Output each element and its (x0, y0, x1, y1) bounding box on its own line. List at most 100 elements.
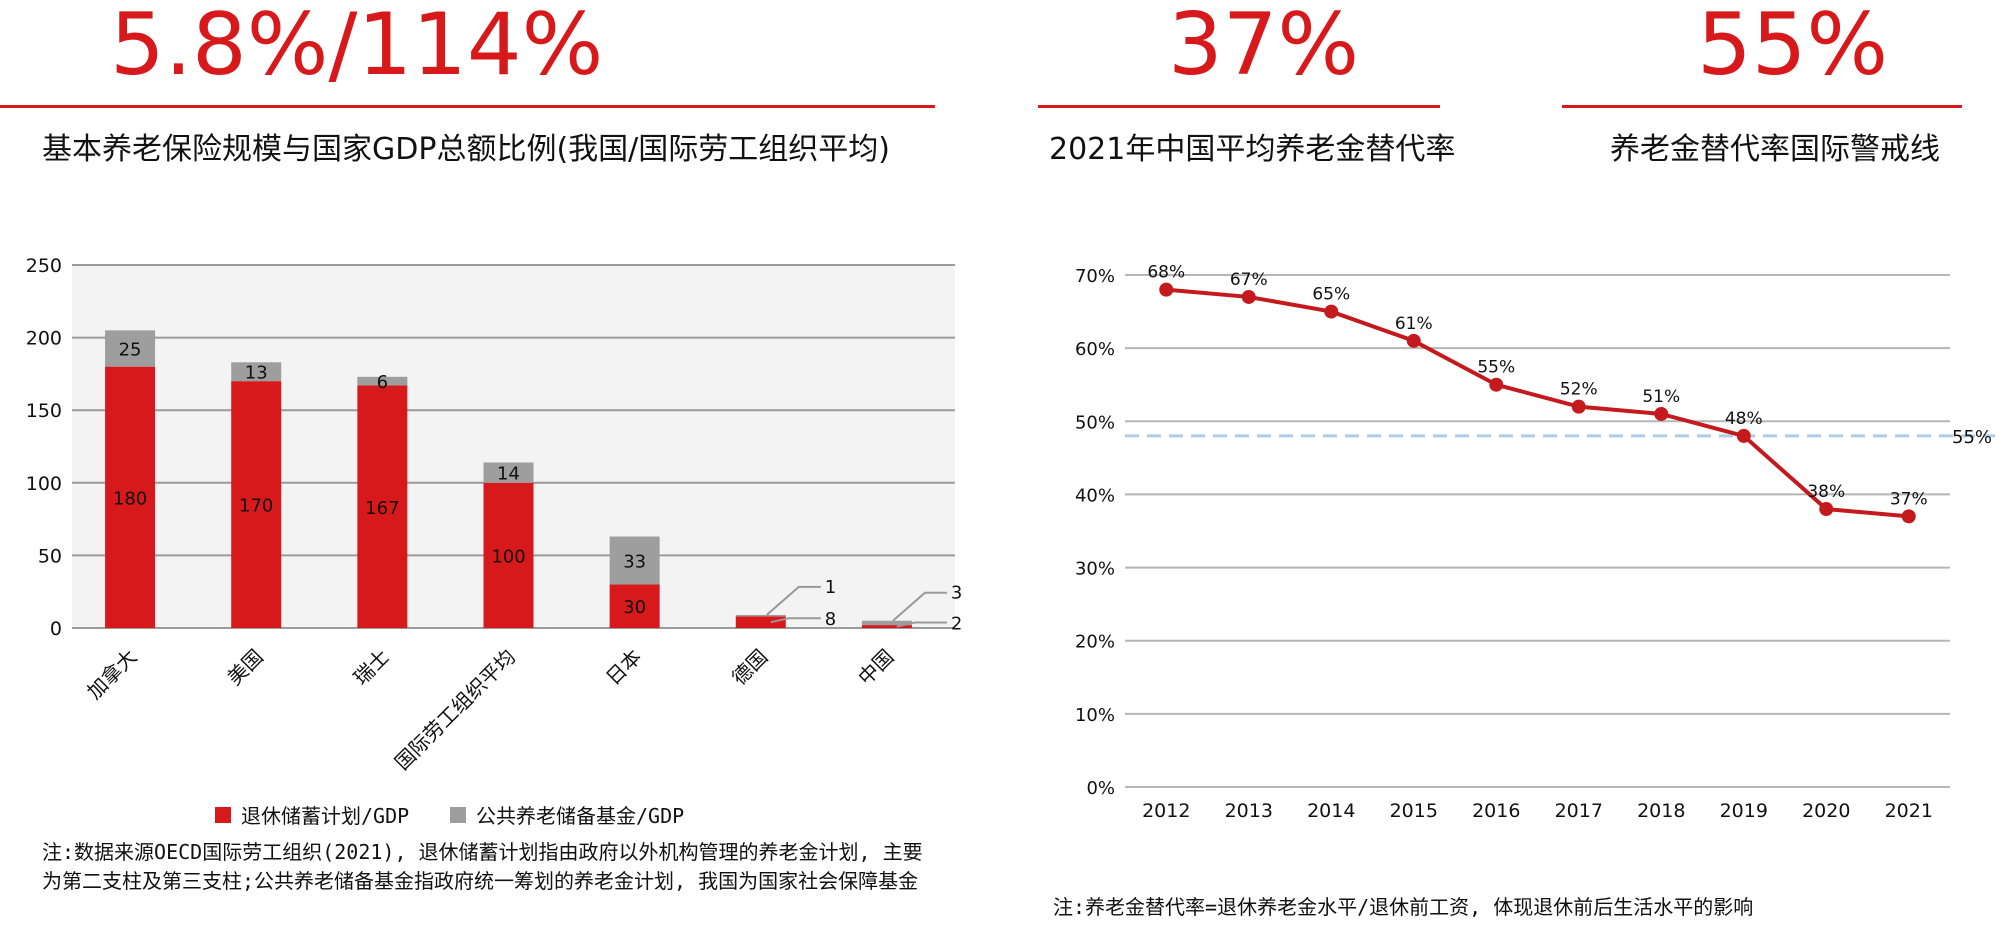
bar-reserve (483, 462, 534, 483)
x-tick-label: 2016 (1472, 800, 1520, 822)
x-tick-label: 2021 (1885, 800, 1933, 822)
bar-savings (861, 625, 912, 628)
bar-savings-label: 180 (113, 488, 147, 509)
data-point (1159, 282, 1174, 297)
x-tick-label: 2017 (1555, 800, 1603, 822)
bar-legend-reserve: 公共养老储备基金/GDP (450, 800, 684, 829)
y-tick-label: 10% (1075, 705, 1115, 726)
x-tick-label: 国际劳工组织平均 (390, 645, 520, 775)
bar-reserve (357, 376, 408, 386)
data-point (1489, 377, 1504, 392)
warning-reference-label: 55% (1952, 427, 1992, 448)
bar-reserve (609, 536, 660, 585)
pension-gdp-bar-chart: 0 50 100 150 200 250 180 25 加拿大 170 13 美国 167 6 瑞士 100 1… (26, 255, 963, 775)
bar-savings-label: 30 (623, 597, 646, 618)
bar-reserve (861, 620, 912, 626)
y-tick-label: 0 (50, 618, 62, 640)
data-point-label: 65% (1312, 285, 1350, 305)
y-tick-label: 50 (38, 545, 62, 567)
x-tick-label: 日本 (601, 645, 646, 690)
x-tick-label: 2014 (1307, 800, 1355, 822)
bar-reserve-label: 14 (497, 464, 520, 485)
data-point (1241, 289, 1256, 304)
x-tick-label: 瑞士 (349, 645, 394, 690)
bar-reserve (735, 614, 786, 617)
legend-swatch-red (215, 806, 231, 823)
bar-savings-label: 2 (951, 614, 962, 635)
bar-savings (483, 482, 534, 628)
kpi-ratio-value: 5.8%/114% (110, 0, 604, 95)
legend-label-savings: 退休储蓄计划/GDP (241, 804, 410, 828)
kpi-replacement-label: 2021年中国平均养老金替代率 (1049, 132, 1456, 167)
bar-reserve-label: 25 (119, 339, 142, 360)
bar-reserve-label: 13 (245, 363, 268, 384)
y-tick-label: 30% (1075, 559, 1115, 580)
bar-savings-label: 170 (239, 496, 273, 517)
bar-savings-label: 100 (491, 546, 525, 567)
bar-savings-label: 8 (825, 609, 836, 630)
leader-line-reserve (766, 585, 821, 616)
y-tick-label: 60% (1075, 339, 1115, 360)
kpi-replacement-rule (1038, 105, 1440, 108)
bar-savings (735, 616, 786, 628)
data-point-label: 67% (1230, 270, 1268, 290)
legend-label-reserve: 公共养老储备基金/GDP (476, 804, 685, 828)
bar-legend-savings: 退休储蓄计划/GDP (215, 800, 409, 829)
data-point-label: 55% (1477, 358, 1515, 378)
y-tick-label: 40% (1075, 485, 1115, 506)
replacement-rate-line-chart: 0% 10% 20% 30% 40% 50% 60% 70% 55% 68% 2012 67% 2013… (1075, 263, 1995, 822)
data-point (1571, 399, 1586, 414)
data-point (1901, 509, 1916, 524)
replacement-rate-line (1166, 287, 1909, 519)
kpi-warning-value: 55% (1697, 0, 1889, 95)
data-point (1736, 428, 1751, 443)
y-tick-label: 70% (1075, 266, 1115, 287)
data-point (1654, 406, 1669, 421)
y-tick-label: 150 (26, 400, 62, 422)
data-point-label: 37% (1890, 489, 1928, 509)
y-tick-label: 20% (1075, 632, 1115, 653)
bar-savings (105, 366, 156, 628)
bar-reserve-label: 1 (825, 577, 836, 598)
y-tick-label: 100 (26, 473, 62, 495)
x-tick-label: 2020 (1802, 800, 1850, 822)
data-point (1819, 502, 1834, 517)
bar-reserve (105, 330, 156, 367)
y-tick-label: 250 (26, 255, 62, 277)
leader-line-savings (896, 621, 947, 628)
bar-savings-label: 167 (365, 498, 399, 519)
leader-line-savings (770, 617, 821, 624)
bar-reserve (231, 362, 282, 382)
kpi-replacement-value: 37% (1168, 0, 1360, 95)
bar-savings (609, 584, 660, 628)
data-point (1406, 333, 1421, 348)
x-tick-label: 德国 (727, 645, 772, 690)
x-tick-label: 美国 (222, 645, 267, 690)
bar-savings (357, 385, 408, 628)
left-footnote: 注:数据来源OECD国际劳工组织(2021), 退休储蓄计划指由政府以外机构管理… (42, 840, 923, 893)
x-tick-label: 加拿大 (82, 645, 141, 704)
legend-swatch-gray (450, 806, 466, 823)
data-point (1324, 304, 1339, 319)
x-tick-label: 2018 (1637, 800, 1685, 822)
data-point-label: 38% (1807, 482, 1845, 502)
y-tick-label: 200 (26, 328, 62, 350)
kpi-warning-rule (1562, 105, 1962, 108)
bar-reserve-label: 33 (623, 551, 646, 572)
leader-line-reserve (892, 591, 947, 622)
x-tick-label: 2015 (1390, 800, 1438, 822)
kpi-ratio-label: 基本养老保险规模与国家GDP总额比例(我国/国际劳工组织平均) (42, 132, 890, 167)
y-tick-label: 50% (1075, 412, 1115, 433)
right-footnote: 注:养老金替代率=退休养老金水平/退休前工资, 体现退休前后生活水平的影响 (1053, 895, 1754, 919)
y-tick-label: 0% (1086, 778, 1115, 799)
data-point-label: 61% (1395, 314, 1433, 334)
x-tick-label: 中国 (853, 645, 898, 690)
data-point-label: 52% (1560, 380, 1598, 400)
bar-reserve-label: 6 (377, 372, 388, 393)
x-tick-label: 2012 (1142, 800, 1190, 822)
data-point-label: 51% (1642, 387, 1680, 407)
data-point-label: 48% (1725, 409, 1763, 429)
kpi-warning-label: 养老金替代率国际警戒线 (1610, 132, 1940, 167)
data-point-label: 68% (1147, 263, 1185, 283)
bar-savings (231, 381, 282, 628)
